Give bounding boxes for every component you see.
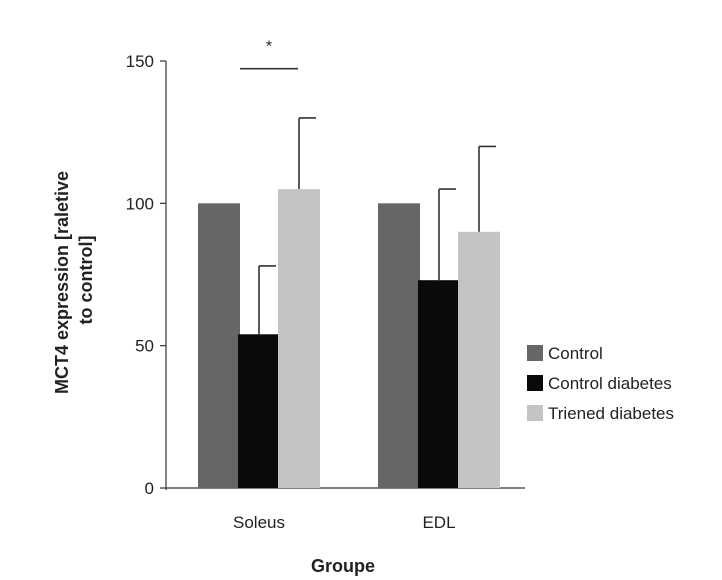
bar xyxy=(198,203,240,489)
legend-label: Control xyxy=(548,344,603,363)
legend-label: Triened diabetes xyxy=(548,404,674,423)
legend-swatch xyxy=(527,345,543,361)
bar xyxy=(378,203,420,489)
y-axis-title-line2: to control] xyxy=(76,236,96,325)
x-tick-label: Soleus xyxy=(233,513,285,532)
bar xyxy=(458,231,500,489)
legend: Control Control diabetes Triened diabetes xyxy=(527,344,674,423)
x-tick-label: EDL xyxy=(422,513,455,532)
bar xyxy=(238,334,280,488)
x-axis-title: Groupe xyxy=(311,556,375,576)
y-tick-label: 100 xyxy=(126,194,154,213)
legend-label: Control diabetes xyxy=(548,374,672,393)
bar xyxy=(278,189,320,488)
y-axis: 0 50 100 150 xyxy=(126,52,167,498)
significance-annotation: * xyxy=(240,39,298,70)
error-bars-group xyxy=(258,117,496,335)
y-tick-label: 50 xyxy=(135,337,154,356)
significance-star: * xyxy=(266,39,272,56)
y-tick-label: 0 xyxy=(145,479,154,498)
legend-swatch xyxy=(527,375,543,391)
bars-group xyxy=(198,189,500,489)
y-axis-title-line1: MCT4 expression [raletive xyxy=(52,171,72,394)
bar xyxy=(418,280,460,488)
y-tick-label: 150 xyxy=(126,52,154,71)
x-axis: Soleus EDL xyxy=(166,487,525,532)
y-axis-title: MCT4 expression [raletive to control] xyxy=(52,166,96,394)
legend-swatch xyxy=(527,405,543,421)
